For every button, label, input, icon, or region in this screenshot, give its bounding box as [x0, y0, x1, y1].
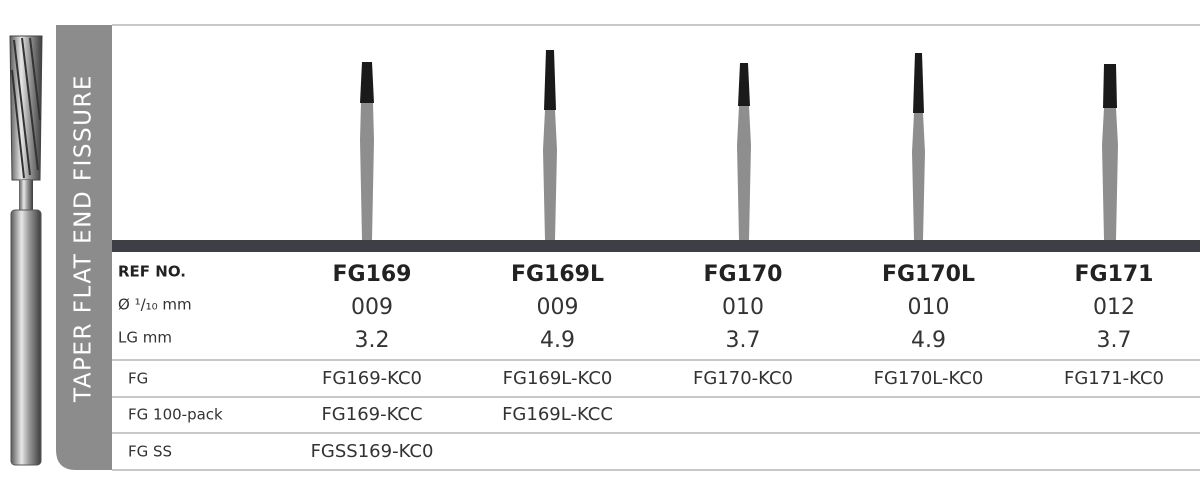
- order-label: FG SS: [128, 443, 172, 461]
- product-length: 3.2: [355, 328, 390, 353]
- product-length: 3.7: [726, 328, 761, 353]
- product-length: 3.7: [1097, 328, 1132, 353]
- order-code: FG169L-KC0: [503, 368, 613, 389]
- product-ref: FG170: [703, 262, 782, 287]
- row-label: LG mm: [118, 329, 172, 347]
- order-code: FG169-KC0: [322, 368, 422, 389]
- product-ref: FG169: [332, 262, 411, 287]
- row-label: REF NO.: [118, 263, 186, 281]
- table-rules: [112, 359, 1200, 471]
- product-diameter: 010: [722, 295, 764, 320]
- product-length: 4.9: [540, 328, 575, 353]
- order-code: FG170L-KC0: [874, 368, 984, 389]
- order-label: FG: [128, 370, 148, 388]
- product-diameter: 009: [537, 295, 579, 320]
- order-code: FG171-KC0: [1064, 368, 1164, 389]
- order-code: FGSS169-KC0: [311, 441, 434, 462]
- category-band: [56, 25, 112, 470]
- bur-drawings: [360, 50, 1118, 240]
- header-bar: [112, 240, 1200, 252]
- category-title: TAPER FLAT END FISSURE: [71, 74, 97, 403]
- product-length: 4.9: [911, 328, 946, 353]
- product-ref: FG169L: [511, 262, 604, 287]
- order-code: FG169L-KCC: [502, 404, 613, 425]
- order-code: FG169-KCC: [321, 404, 422, 425]
- order-code: FG170-KC0: [693, 368, 793, 389]
- bur-photo: [9, 35, 43, 466]
- row-label: Ø ¹/₁₀ mm: [118, 296, 192, 314]
- product-diameter: 010: [908, 295, 950, 320]
- product-ref: FG171: [1074, 262, 1153, 287]
- product-ref: FG170L: [882, 262, 975, 287]
- product-diameter: 009: [351, 295, 393, 320]
- product-diameter: 012: [1093, 295, 1135, 320]
- order-label: FG 100-pack: [128, 406, 223, 424]
